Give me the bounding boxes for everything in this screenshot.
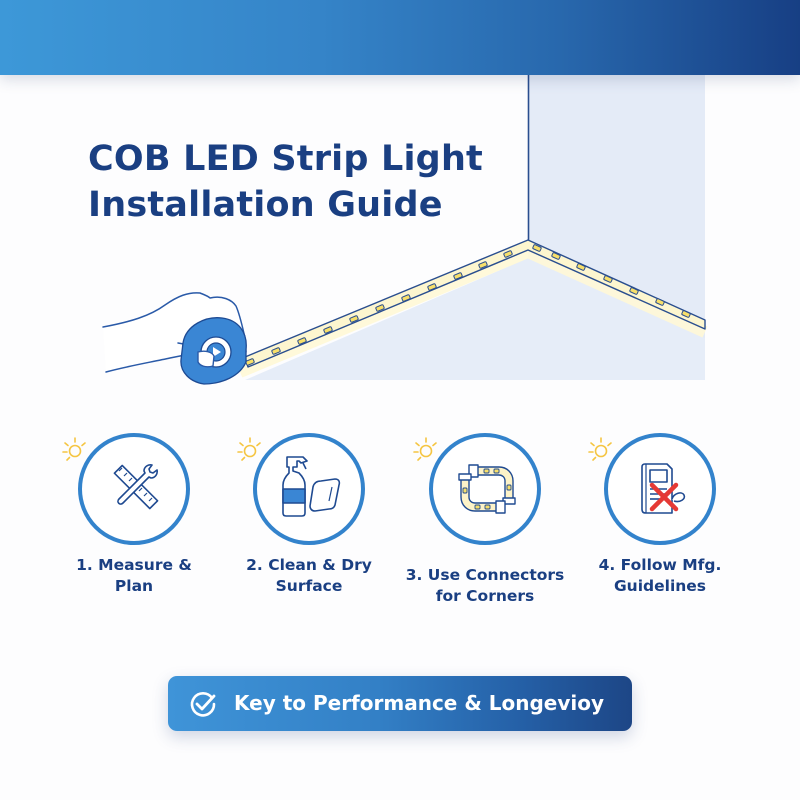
step-4: 4. Follow Mfg. Guidelines	[570, 425, 750, 625]
led-strip	[244, 239, 706, 368]
manual-with-x-icon	[641, 463, 686, 514]
step-2-label-line-1: 2. Clean & Dry	[246, 556, 372, 574]
sun-icon	[588, 437, 612, 461]
step-1-label-line-1: 1. Measure &	[76, 556, 192, 574]
header-bar	[0, 0, 800, 75]
step-1-circle	[78, 433, 190, 545]
sun-icon	[237, 437, 261, 461]
step-3: 3. Use Connectors for Corners	[395, 425, 575, 625]
step-2-label-line-2: Surface	[275, 577, 343, 595]
step-1-label-line-2: Plan	[114, 577, 154, 595]
ruler-wrench-icon	[113, 464, 159, 510]
title-line-1: COB LED Strip Light	[88, 139, 483, 179]
step-3-circle	[429, 433, 541, 545]
hero-illustration	[102, 75, 708, 385]
step-3-label-line-2: for Corners	[435, 587, 535, 605]
step-1-label: 1. Measure & Plan	[44, 555, 224, 597]
step-4-label: 4. Follow Mfg. Guidelines	[570, 555, 750, 597]
step-3-label-line-1: 3. Use Connectors	[405, 566, 565, 584]
tape-reel-icon	[180, 317, 247, 385]
cta-label: Key to Performance & Longevioy	[234, 691, 604, 715]
step-4-label-line-1: 4. Follow Mfg.	[598, 556, 722, 574]
step-4-label-line-2: Guidelines	[613, 577, 707, 595]
title-line-2: Installation Guide	[88, 185, 443, 225]
sun-icon	[413, 437, 437, 461]
spray-bottle-cloth-icon	[282, 456, 341, 517]
step-3-label: 3. Use Connectors for Corners	[395, 565, 575, 607]
steps-row: 1. Measure & Plan	[0, 425, 800, 625]
sun-icon	[62, 437, 86, 461]
step-1: 1. Measure & Plan	[44, 425, 224, 625]
corner-connector-icon	[458, 464, 516, 514]
page-title: COB LED Strip Light Installation Guide	[88, 136, 483, 228]
step-2-label: 2. Clean & Dry Surface	[219, 555, 399, 597]
key-to-performance-button[interactable]: Key to Performance & Longevioy	[168, 676, 632, 731]
step-2: 2. Clean & Dry Surface	[219, 425, 399, 625]
step-2-circle	[253, 433, 365, 545]
lower-wall-shade	[245, 258, 705, 380]
check-circle-icon	[190, 692, 216, 717]
